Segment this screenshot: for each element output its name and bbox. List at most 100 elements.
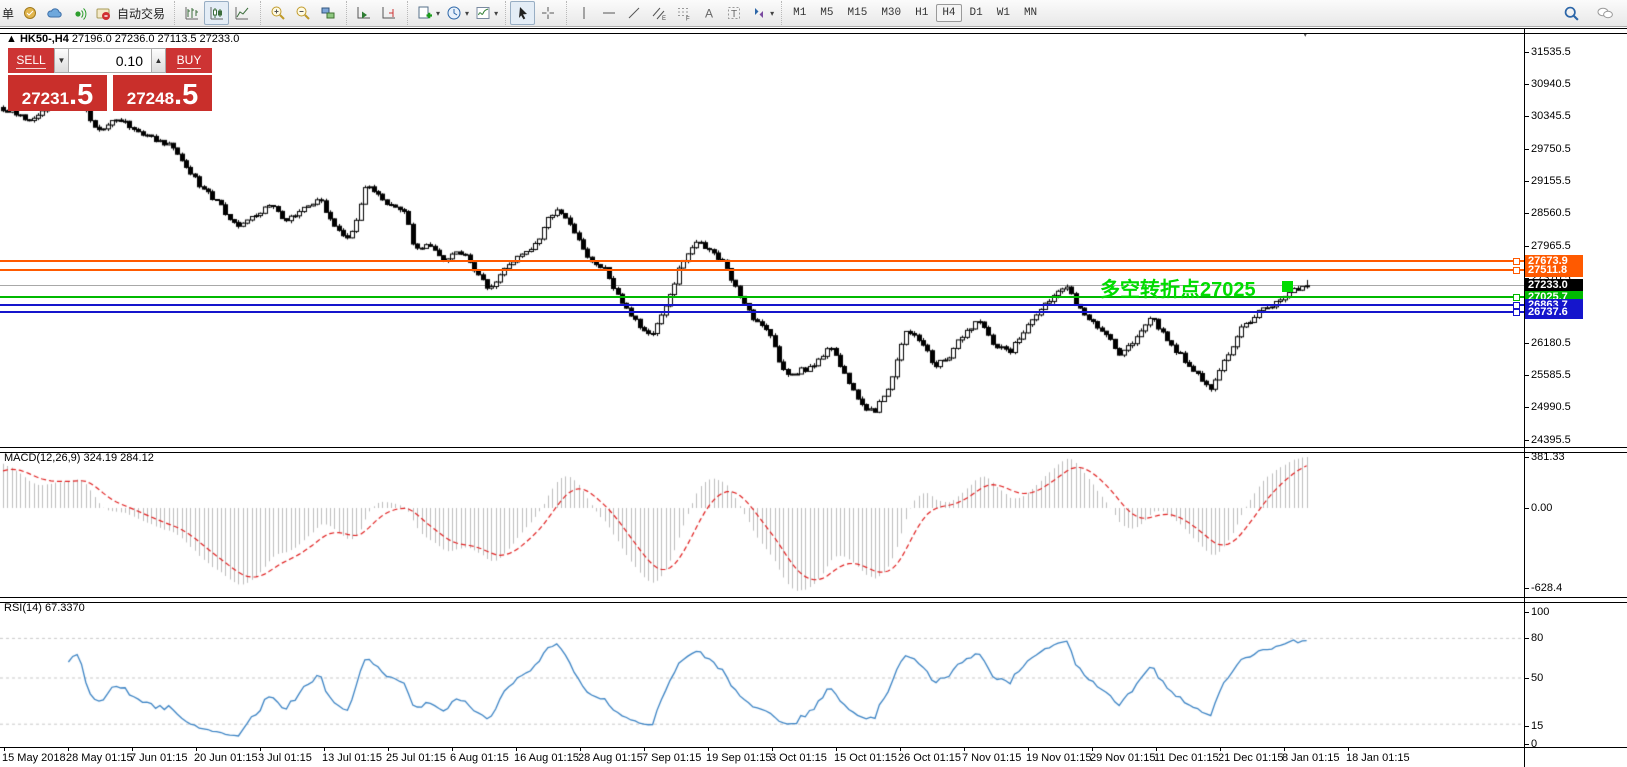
level-line-handle[interactable] [1513,258,1520,265]
price-axis-tick [1524,149,1529,150]
time-axis-tick [132,747,133,751]
indicator-axis-tick [1524,612,1529,613]
level-line-handle[interactable] [1513,302,1520,309]
lot-decrease-button[interactable]: ▼ [54,48,69,73]
text-icon[interactable]: A [696,1,721,25]
macd-indicator-chart[interactable] [0,452,1524,597]
macd-pane-splitter[interactable] [0,447,1627,453]
bar-chart-icon[interactable] [179,1,204,25]
horizontal-level-line[interactable] [0,304,1524,306]
timeframe-m30[interactable]: M30 [881,7,902,19]
periods-clock-icon[interactable] [441,1,466,25]
price-axis-tick-label: 30940.5 [1531,78,1571,90]
lot-increase-button[interactable]: ▲ [151,48,166,73]
fibonacci-icon[interactable]: F [671,1,696,25]
indicator-axis-tick-label: -628.4 [1531,582,1563,594]
time-axis-tick [388,747,389,751]
buy-price-button[interactable]: 27248.5 [113,75,212,111]
time-axis-label: 28 May 01:15 [66,752,133,764]
gold-seal-icon[interactable] [17,1,42,25]
new-chart-icon[interactable] [412,1,437,25]
price-axis-tick [1524,440,1529,441]
timeframe-d1[interactable]: D1 [969,7,983,19]
time-axis[interactable] [0,748,1627,767]
candlestick-chart-icon[interactable] [204,1,230,25]
timeframe-h4[interactable]: H4 [936,4,962,22]
price-axis-tick [1524,213,1529,214]
lot-size-input[interactable]: 0.10 [69,48,151,73]
time-axis-tick [1284,747,1285,751]
cursor-icon[interactable] [510,1,536,25]
candlestick-chart[interactable] [0,32,1524,447]
indicators-icon[interactable] [470,1,495,25]
annotation-text[interactable]: 多空转折点27025 [1100,279,1256,301]
trendline-icon[interactable] [621,1,646,25]
arrows-icon[interactable] [746,1,771,25]
horizontal-level-line[interactable] [0,296,1524,298]
green-signal-icon[interactable] [67,1,92,25]
equidistant-channel-icon[interactable]: E [646,1,671,25]
timeframe-mn[interactable]: MN [1023,7,1038,19]
auto-scroll-icon[interactable] [351,1,376,25]
indicator-axis-tick-label: 0.00 [1531,502,1553,514]
blue-cloud-icon[interactable] [42,1,67,25]
level-line-handle[interactable] [1513,267,1520,274]
time-axis-label: 16 Aug 01:15 [514,752,579,764]
indicator-axis-tick [1524,588,1529,589]
text-label-icon[interactable]: T [721,1,746,25]
auto-trading-button[interactable]: 自动交易 [117,6,166,21]
level-line-handle[interactable] [1513,309,1520,316]
level-line-handle[interactable] [1513,294,1520,301]
indicators-dropdown-icon[interactable]: ▾ [494,8,499,18]
vertical-line-icon[interactable] [571,1,596,25]
sell-button[interactable]: SELL [8,48,54,73]
buy-button[interactable]: BUY [166,48,212,73]
price-axis[interactable] [1525,28,1627,767]
new-chart-dropdown-icon[interactable]: ▾ [436,8,441,18]
chart-shift-icon[interactable] [376,1,401,25]
zoom-out-icon[interactable] [290,1,315,25]
periods-dropdown-icon[interactable]: ▾ [465,8,470,18]
new-order-button[interactable]: 单 [2,6,15,21]
line-chart-icon[interactable] [229,1,254,25]
time-axis-label: 19 Sep 01:15 [706,752,772,764]
tile-windows-icon[interactable] [315,1,340,25]
timeframe-m1[interactable]: M1 [793,7,807,19]
chat-icon[interactable] [1592,1,1617,25]
rsi-indicator-chart[interactable] [0,602,1524,747]
price-axis-tick [1524,407,1529,408]
chart-shift-marker[interactable]: ▾ [1303,29,1308,39]
rsi-pane-splitter[interactable] [0,597,1627,603]
time-axis-tick [580,747,581,751]
time-axis-label: 13 Jul 01:15 [322,752,382,764]
time-axis-label: 29 Nov 01:15 [1090,752,1156,764]
timeframe-toolbar: M1 M5 M15 M30 H1 H4 D1 W1 MN [781,1,1048,25]
price-axis-tick [1524,246,1529,247]
price-axis-tick-label: 27965.5 [1531,240,1571,252]
annotation-marker[interactable] [1282,281,1293,292]
search-icon[interactable] [1559,1,1584,25]
indicator-axis-tick-label: 15 [1531,720,1544,732]
time-axis-border [0,747,1627,748]
collapse-icon[interactable]: ▲ [6,33,17,45]
arrows-dropdown-icon[interactable]: ▾ [770,8,775,18]
sell-price-button[interactable]: 27231.5 [8,75,107,111]
time-axis-tick [708,747,709,751]
price-axis-tick [1524,375,1529,376]
timeframe-w1[interactable]: W1 [996,7,1010,19]
horizontal-line-icon[interactable] [596,1,621,25]
horizontal-level-line[interactable] [0,311,1524,313]
timeframe-m5[interactable]: M5 [820,7,834,19]
price-axis-tick [1524,278,1529,279]
timeframe-m15[interactable]: M15 [847,7,868,19]
crosshair-icon[interactable] [535,1,560,25]
price-axis-tick-label: 25585.5 [1531,369,1571,381]
window-top-border [0,28,1627,34]
timeframe-h1[interactable]: H1 [915,7,929,19]
horizontal-level-line[interactable] [0,260,1524,262]
indicator-axis-tick [1524,457,1529,458]
zoom-in-icon[interactable] [265,1,290,25]
horizontal-level-line[interactable] [0,269,1524,271]
level-price-label: 27511.8 [1525,264,1583,277]
auto-trading-icon[interactable] [92,1,114,25]
